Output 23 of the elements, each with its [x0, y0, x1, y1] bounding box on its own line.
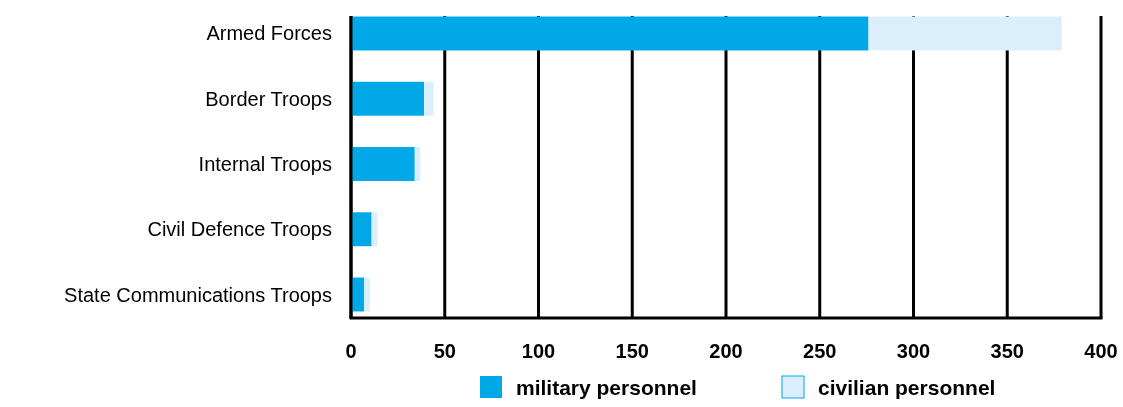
bar: [424, 81, 434, 116]
bar: [351, 81, 425, 116]
x-tick-label: 50: [433, 340, 456, 362]
x-tick-label: 400: [1084, 340, 1118, 362]
legend-label: military personnel: [516, 376, 697, 399]
y-tick-label: Internal Troops: [198, 153, 332, 175]
x-tick-label: 100: [521, 340, 556, 362]
x-tick-label: 150: [615, 340, 649, 362]
x-tick-label: 250: [803, 340, 837, 362]
y-tick-label: Border Troops: [205, 87, 332, 110]
y-tick-label: Civil Defence Troops: [147, 218, 332, 241]
bar: [351, 212, 372, 247]
bar: [351, 147, 415, 181]
y-tick-label: State Communications Troops: [64, 283, 332, 306]
bar: [364, 277, 370, 312]
x-tick-label: 350: [990, 340, 1024, 362]
bar: [868, 16, 1062, 51]
x-tick-label: 200: [709, 340, 743, 362]
y-tick-label: Armed Forces: [206, 22, 332, 45]
bar: [351, 16, 869, 51]
legend-label: civilian personnel: [818, 376, 996, 399]
x-tick-label: 0: [345, 340, 357, 362]
x-tick-label: 300: [896, 340, 931, 362]
